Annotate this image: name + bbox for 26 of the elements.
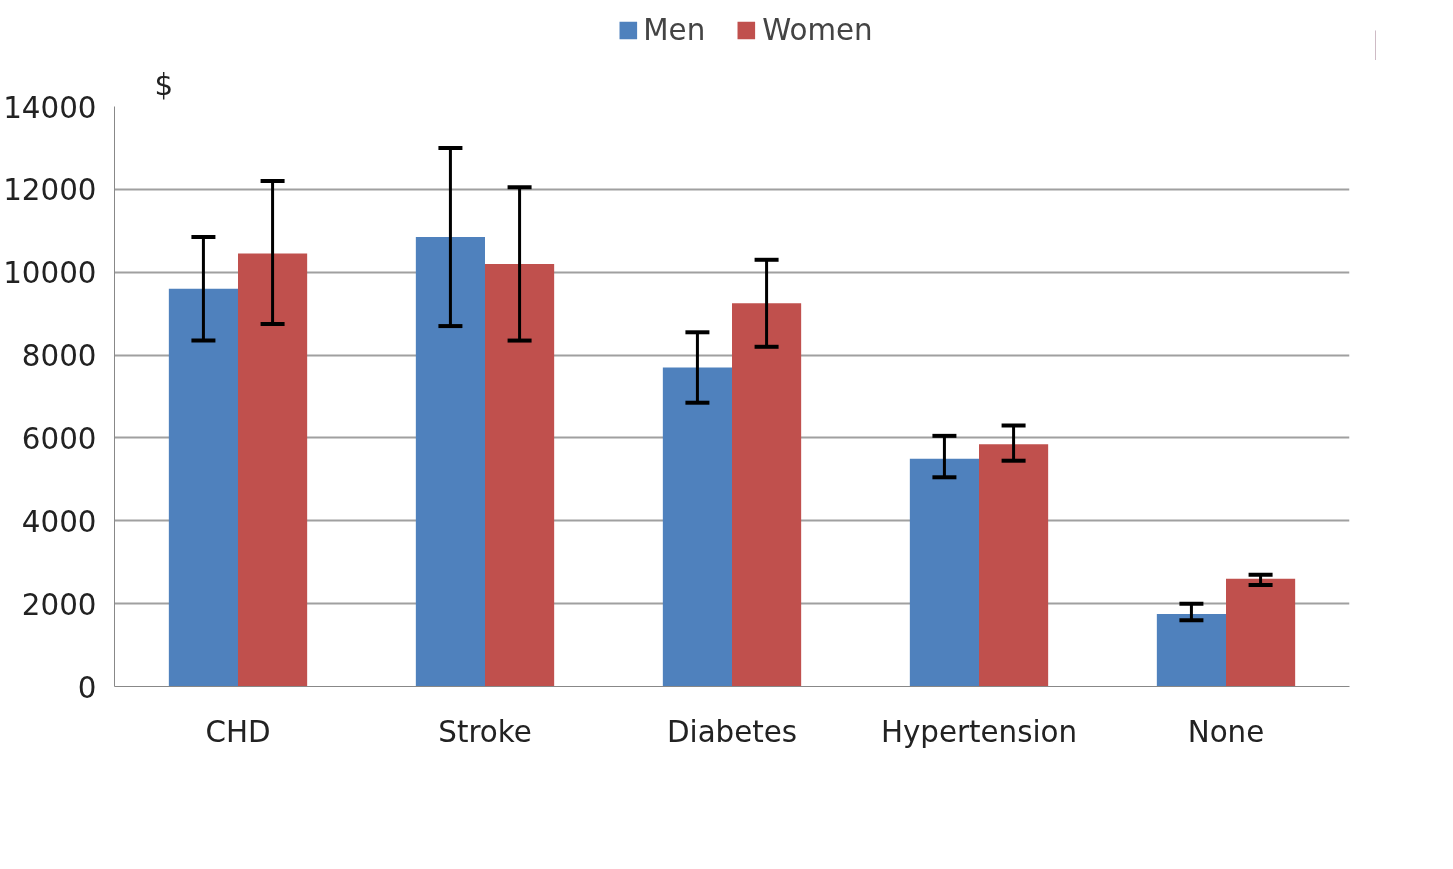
bar [732, 303, 802, 687]
y-tick-label: 8000 [21, 339, 97, 374]
y-tick-label: 2000 [21, 587, 97, 622]
y-tick-label: 10000 [3, 256, 97, 291]
y-tick-label: 6000 [21, 421, 97, 456]
x-tick-label: Stroke [438, 714, 532, 749]
legend-label: Men [643, 13, 706, 47]
x-tick-label: None [1187, 714, 1265, 749]
bar [662, 367, 732, 687]
y-tick-label: 14000 [3, 90, 97, 125]
bar [415, 237, 485, 687]
bar [1226, 578, 1296, 687]
legend-label: Women [762, 13, 873, 47]
y-tick-label: 0 [77, 670, 97, 705]
bar [909, 458, 979, 687]
x-tick-label: CHD [205, 714, 271, 749]
x-tick-label: Hypertension [880, 714, 1078, 749]
bar [168, 288, 238, 687]
bar [485, 263, 555, 687]
y-tick-label: 4000 [21, 504, 97, 539]
bar [1156, 614, 1226, 687]
y-tick-label: 12000 [3, 173, 97, 208]
bar [238, 253, 308, 687]
bar [979, 444, 1049, 687]
x-tick-label: Diabetes [666, 714, 798, 749]
y-axis-title: $ [154, 67, 174, 102]
